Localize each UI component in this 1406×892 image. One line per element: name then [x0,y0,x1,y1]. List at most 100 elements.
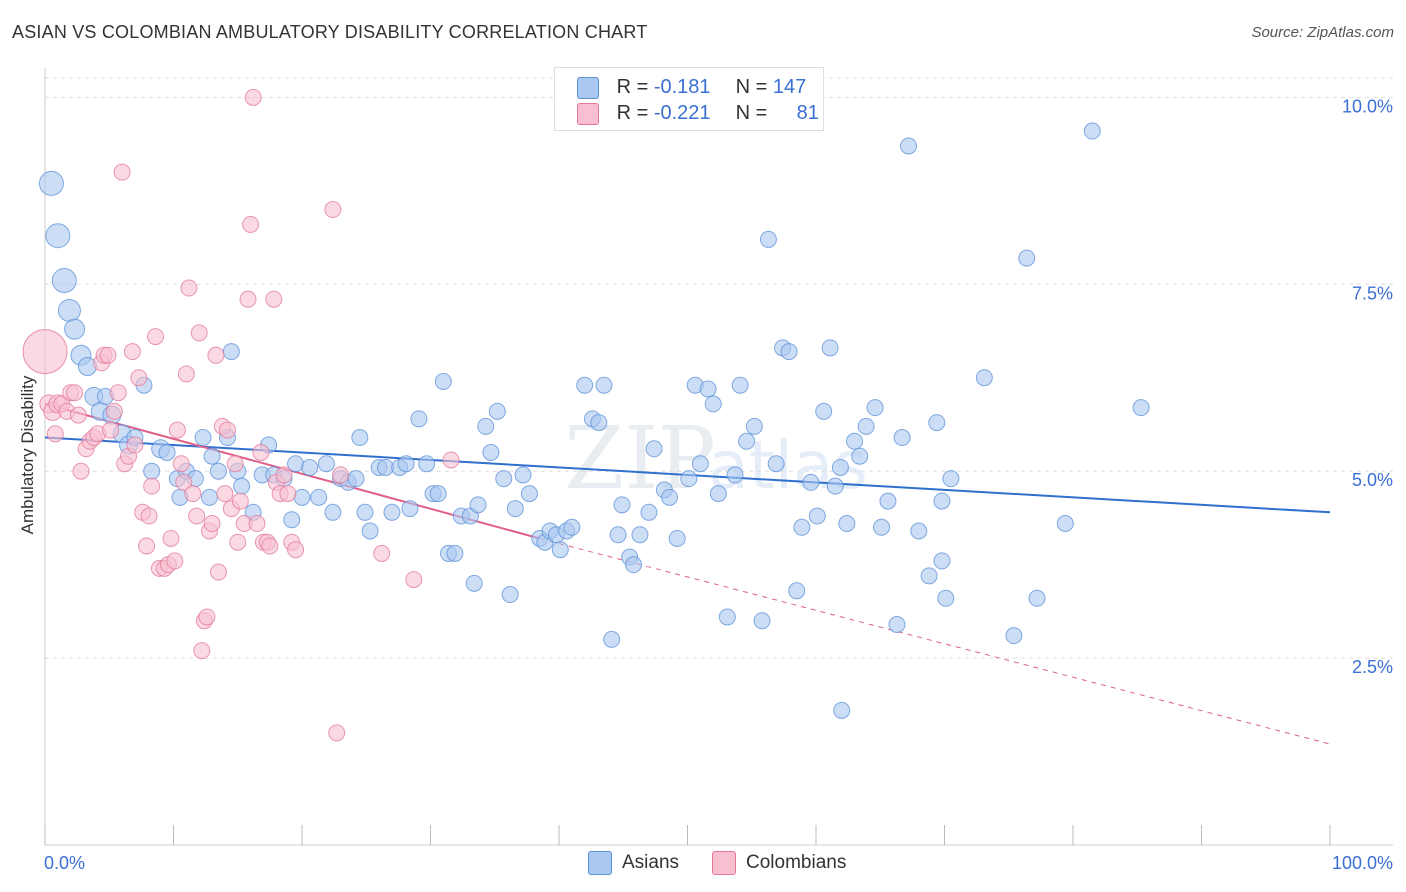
asian-point [576,376,594,394]
colombian-point [69,406,87,424]
asian-point [45,223,71,249]
colombian-point [193,642,211,660]
asian-point [446,544,464,562]
colombian-point [109,384,127,402]
colombian-point [166,552,184,570]
asian-point [793,518,811,536]
asian-point [200,488,218,506]
colombian-point [265,290,283,308]
asian-point [506,500,524,518]
colombians-n-label: N = [735,102,768,124]
asian-point [831,458,849,476]
colombian-point [328,724,346,742]
colombians-r-label: R = [616,102,649,124]
asian-point [640,503,658,521]
colombians-r-value: -0.221 [653,102,711,124]
asian-point [401,500,419,518]
colombian-point [162,529,180,547]
asian-point [780,343,798,361]
colombian-point [99,346,117,364]
asian-point [233,477,251,495]
asian-point [603,630,621,648]
asians-legend-swatch [588,851,612,875]
asian-point [158,444,176,461]
asian-point [815,402,833,420]
asian-point [51,268,77,294]
colombian-point [218,421,236,439]
legend-row-asians: R = -0.181 N = 147 [577,76,806,100]
asian-point [928,414,946,432]
colombian-point [332,466,350,484]
colombian-point [147,328,165,346]
colombian-point [242,215,260,233]
colombians-legend-label: Colombians [746,852,847,874]
colombian-point [168,421,186,439]
asian-point [324,503,342,521]
asian-point [851,447,869,465]
y-tick-label: 2.5% [1352,657,1393,677]
bottom-legend-asians: Asians [588,851,679,875]
asian-point [397,455,415,473]
asian-point [351,429,369,447]
asian-point [699,380,717,398]
asian-point [595,376,613,394]
asian-point [645,440,663,458]
asian-point [310,488,328,506]
asian-point [731,376,749,394]
asian-point [933,552,951,570]
colombian-point [72,462,90,480]
asian-point [317,455,335,473]
asian-point [301,458,319,476]
colombian-point [405,571,423,589]
colombian-point [248,515,266,533]
asian-point [64,318,86,340]
asian-point [501,586,519,604]
asian-point [857,417,875,435]
asian-point [38,170,64,196]
colombian-point [442,451,460,469]
asian-point [209,462,227,480]
legend-row-colombians: R = -0.221 N = 81 [577,102,819,126]
colombian-point [177,365,195,383]
asian-point [879,492,897,510]
asian-point [563,518,581,536]
asian-point [1028,589,1046,607]
asian-point [434,372,452,390]
asian-point [942,470,960,488]
colombian-point [287,541,305,559]
asian-point [709,485,727,503]
colombian-point [229,533,247,551]
asian-point [1056,515,1074,533]
asian-point [718,608,736,626]
asian-point [613,496,631,514]
asian-point [910,522,928,540]
asian-point [283,511,301,529]
colombian-point [198,608,216,626]
x-tick-label-min: 0.0% [44,853,85,873]
asian-point [488,402,506,420]
colombian-point [279,485,297,503]
asian-point [477,417,495,435]
correlation-legend: R = -0.181 N = 147 R = -0.221 N = 81 [554,67,824,131]
asian-point [873,518,891,536]
asian-point [893,429,911,447]
asian-point [465,574,483,592]
asian-point [726,466,744,484]
asian-point [759,230,777,248]
asian-point [767,455,785,473]
asian-point [194,429,212,447]
colombian-point [203,515,221,533]
asian-point [866,399,884,417]
colombians-legend-swatch [712,851,736,875]
asian-point [745,417,763,435]
asian-point [680,470,698,488]
colombian-point [275,466,293,484]
colombian-point [175,473,193,491]
asians-legend-label: Asians [622,852,680,874]
colombian-point [46,425,64,443]
source-label: Source: ZipAtlas.com [1251,24,1394,41]
colombian-point [231,492,249,510]
x-tick-label-max: 100.0% [1332,853,1393,873]
colombian-point [123,343,141,361]
colombian-point [207,346,225,364]
